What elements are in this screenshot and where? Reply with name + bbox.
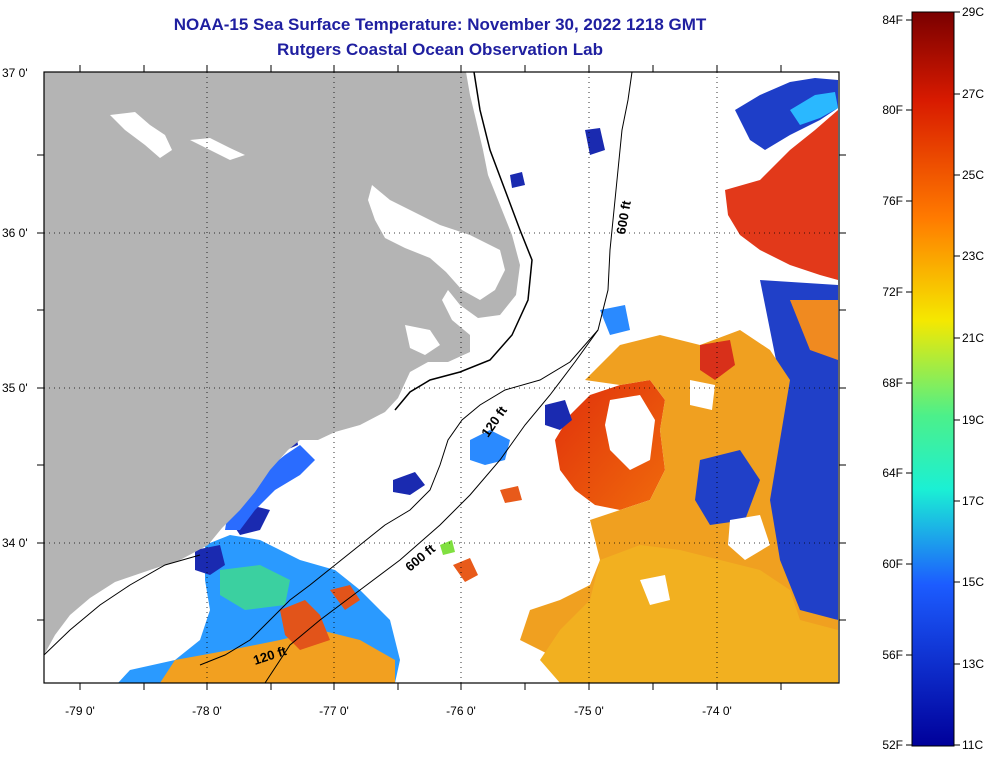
lon-label: -76 0' [446,704,476,718]
sst-south-orange-mottled [540,545,838,683]
sst-small-blue-5 [600,305,630,335]
contour-120ft-line [199,329,599,666]
cb-c-label: 25C [962,168,984,182]
cb-f-label: 64F [882,466,903,480]
sst-small-orange-1 [453,486,522,582]
cb-c-label: 23C [962,249,984,263]
cb-f-label: 56F [882,648,903,662]
frame-ticks [37,65,846,690]
map-subtitle: Rutgers Coastal Ocean Observation Lab [277,40,603,59]
lat-label: 37 0' [2,66,28,80]
sst-small-blue-3 [545,400,572,430]
lon-label: -74 0' [702,704,732,718]
sst-central-white-gap [605,395,655,470]
lon-label: -77 0' [319,704,349,718]
map-title: NOAA-15 Sea Surface Temperature: Novembe… [173,15,707,34]
sst-ne-warm [725,110,838,280]
cb-c-label: 19C [962,413,984,427]
cb-f-label: 72F [882,285,903,299]
sst-small-blue-2 [470,430,510,465]
sst-red-patch-upper [700,340,735,380]
sst-sw-dark-blue [195,505,270,575]
inland-water [110,112,505,355]
lon-labels: -79 0' -78 0' -77 0' -76 0' -75 0' -74 0… [65,704,732,718]
contour-600ft-line [264,71,633,684]
sst-ne-cold-top [735,78,838,150]
sst-sw-green [220,565,290,610]
contour-shelf-outer [43,554,201,656]
lat-label: 34 0' [2,536,28,550]
cb-c-label: 27C [962,87,984,101]
sst-small-blue-4 [510,128,605,188]
sst-map: 600 ft 120 ft 600 ft 120 ft -79 0' -78 0… [2,65,846,718]
lon-label: -78 0' [192,704,222,718]
sst-sw-red-spots [280,585,360,650]
contour-label-600-north: 600 ft [613,199,634,236]
lat-labels: 37 0' 36 0' 35 0' 34 0' [2,66,28,550]
lat-label: 35 0' [2,381,28,395]
cb-f-label: 68F [882,376,903,390]
sst-east-blue-mid [695,450,760,525]
sst-cape-fear-strip [225,445,315,530]
sst-small-gaps [640,380,770,605]
cb-f-label: 84F [882,13,903,27]
sst-small-green-1 [440,540,455,555]
colorbar-c-labels: 29C 27C 25C 23C 21C 19C 17C 15C 13C 11C [962,5,984,752]
sst-sw-warm-band [160,630,395,683]
sst-patches [118,78,838,683]
cb-c-label: 17C [962,494,984,508]
cb-c-label: 29C [962,5,984,19]
cb-f-label: 52F [882,738,903,752]
cb-f-label: 76F [882,194,903,208]
colorbar-f-labels: 84F 80F 76F 72F 68F 64F 60F 56F 52F [882,13,903,752]
lon-label: -79 0' [65,704,95,718]
sst-east-mixed [790,300,838,360]
graticule [44,72,839,683]
sst-small-blue-1 [393,472,425,495]
colorbar-gradient [911,11,955,747]
sst-ne-cool-swirl [790,92,838,125]
lat-label: 36 0' [2,226,28,240]
cb-c-label: 21C [962,331,984,345]
cb-c-label: 13C [962,657,984,671]
cb-c-label: 15C [962,575,984,589]
bathymetry-contours: 600 ft 120 ft 600 ft 120 ft [43,71,634,684]
colorbar-ticks [906,11,960,746]
cb-c-label: 11C [962,738,983,752]
map-frame [43,71,840,684]
cb-f-label: 60F [882,557,903,571]
cb-f-label: 80F [882,103,903,117]
barrier-islands [394,71,533,411]
lon-label: -75 0' [574,704,604,718]
